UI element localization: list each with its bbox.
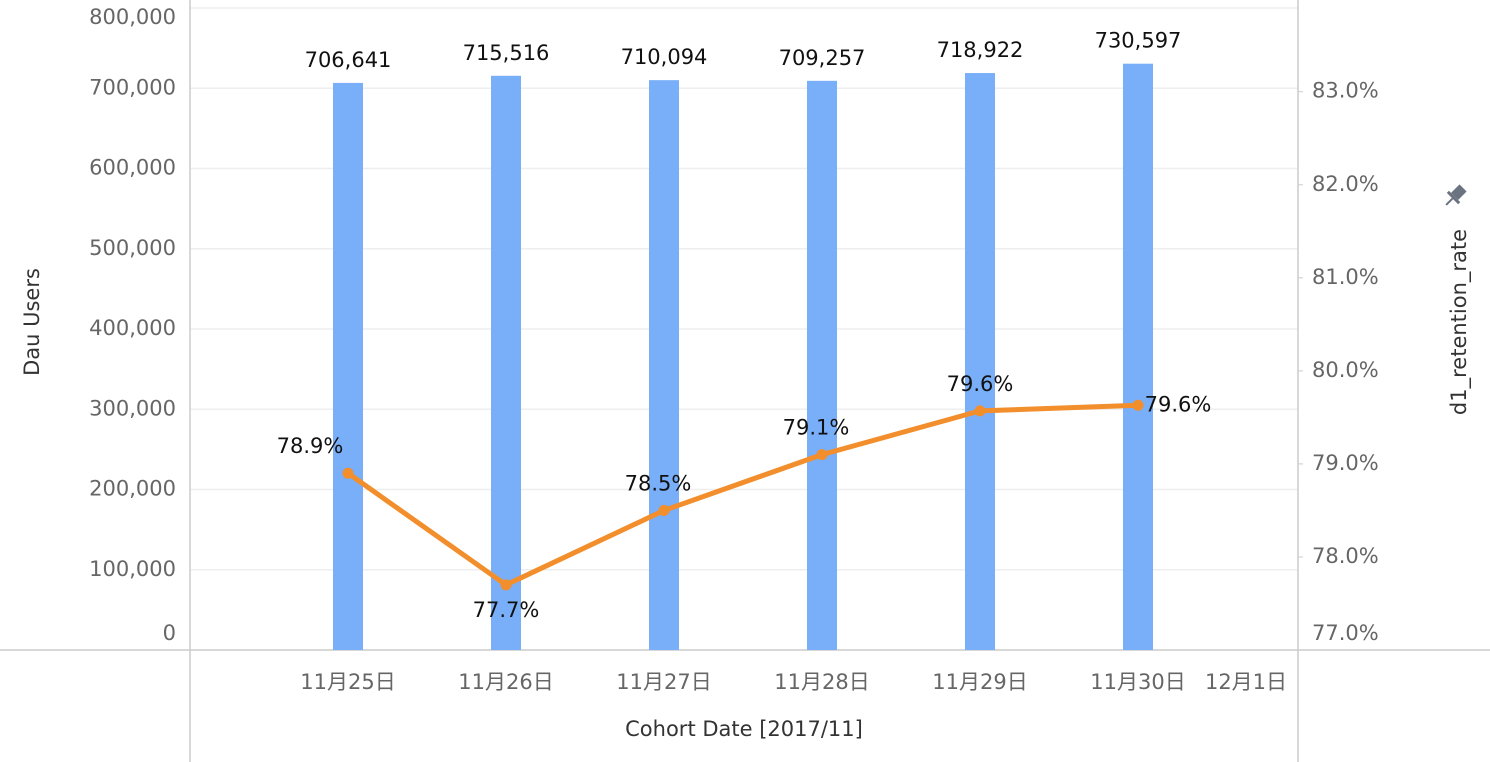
bar (649, 80, 679, 651)
line-label: 79.6% (947, 372, 1014, 396)
x-tick-label: 11月27日 (616, 670, 711, 694)
y-tick-label: 400,000 (89, 316, 176, 340)
x-tick-label: 11月29日 (932, 670, 1027, 694)
x-tick-label: 11月26日 (458, 670, 553, 694)
bar-label: 706,641 (305, 48, 392, 72)
y-tick-label: 100,000 (89, 557, 176, 581)
y-tick-label: 200,000 (89, 477, 176, 501)
line-point (658, 504, 670, 516)
line-label: 78.5% (625, 471, 692, 495)
x-tick-label: 11月28日 (774, 670, 869, 694)
line-point (974, 405, 986, 417)
x-tick-label: 12月1日 (1205, 670, 1287, 694)
x-tick-label: 11月30日 (1090, 670, 1185, 694)
x-axis-title: Cohort Date [2017/11] (625, 717, 863, 741)
line-point (816, 449, 828, 461)
y-tick-label: 600,000 (89, 156, 176, 180)
y2-tick-label: 83.0% (1312, 79, 1379, 103)
line-point (1132, 399, 1144, 411)
bar (965, 73, 995, 651)
x-tick-label: 11月25日 (300, 670, 395, 694)
bar (1123, 63, 1153, 650)
y2-tick-label: 77.0% (1312, 621, 1379, 645)
line-point (342, 467, 354, 479)
bar-label: 709,257 (779, 46, 866, 70)
y2-tick-label: 81.0% (1312, 265, 1379, 289)
line-label: 79.6% (1145, 392, 1212, 416)
line-label: 77.7% (473, 598, 540, 622)
y2-axis-title: d1_retention_rate (1447, 229, 1472, 415)
bar (807, 80, 837, 650)
y2-tick-label: 82.0% (1312, 172, 1379, 196)
bar-label: 715,516 (463, 41, 550, 65)
y2-tick-label: 80.0% (1312, 358, 1379, 382)
y-axis-title: Dau Users (20, 268, 44, 376)
y-tick-label: 300,000 (89, 396, 176, 420)
y-tick-label: 800,000 (89, 5, 176, 29)
y-tick-label: 0 (163, 621, 176, 645)
bar (333, 82, 363, 651)
bar-label: 718,922 (937, 38, 1024, 62)
y-tick-label: 500,000 (89, 236, 176, 260)
bar-label: 710,094 (621, 45, 708, 69)
y2-tick-label: 78.0% (1312, 544, 1379, 568)
line-label: 78.9% (277, 434, 344, 458)
retention-line (346, 402, 1139, 588)
y2-tick-label: 79.0% (1312, 451, 1379, 475)
y-tick-label: 700,000 (89, 75, 176, 99)
bar (491, 75, 521, 651)
bar-label: 730,597 (1095, 29, 1182, 53)
pin-icon[interactable] (1440, 182, 1468, 210)
line-label: 79.1% (783, 416, 850, 440)
line-point (500, 579, 512, 591)
